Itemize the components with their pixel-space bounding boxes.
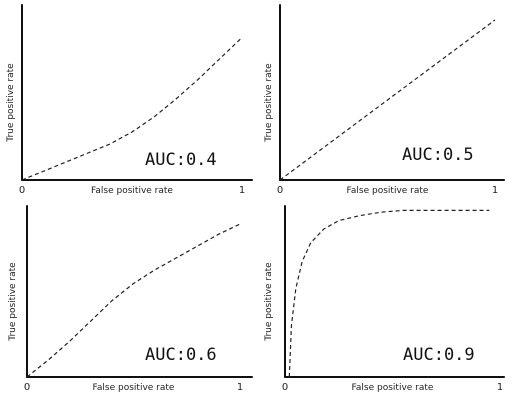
roc-panel-3: 0 1 False positive rate True positive rate A…: [8, 205, 253, 393]
roc-curve: [279, 19, 496, 181]
x-axis-label: False positive rate: [93, 383, 175, 393]
y-axis-label: True positive rate: [6, 63, 16, 143]
x-tick-label: 1: [492, 185, 498, 196]
x-tick-label: 1: [237, 382, 243, 393]
roc-curve: [21, 37, 243, 181]
roc-panel-1: 0 1 False positive rate True positive rate A…: [6, 4, 253, 196]
x-tick-label: 0: [282, 382, 288, 393]
roc-curve: [26, 223, 241, 378]
auc-annotation: AUC:0.4: [145, 150, 217, 170]
auc-annotation: AUC:0.5: [402, 145, 474, 165]
x-tick-label: 0: [277, 185, 283, 196]
x-tick-label: 0: [24, 382, 30, 393]
y-axis-label: True positive rate: [8, 262, 18, 342]
x-tick-label: 1: [239, 185, 245, 196]
y-axis-label: True positive rate: [264, 63, 274, 143]
x-tick-label: 0: [19, 185, 25, 196]
roc-panel-2: 0 1 False positive rate True positive rate A…: [264, 4, 505, 196]
auc-annotation: AUC:0.6: [145, 345, 217, 365]
auc-annotation: AUC:0.9: [403, 345, 475, 365]
x-axis-label: False positive rate: [91, 186, 173, 196]
x-axis-label: False positive rate: [347, 186, 429, 196]
x-axis-label: False positive rate: [352, 383, 434, 393]
y-axis-label: True positive rate: [264, 262, 274, 342]
roc-panel-4: 0 1 False positive rate True positive rate A…: [264, 205, 505, 393]
x-tick-label: 1: [497, 382, 503, 393]
